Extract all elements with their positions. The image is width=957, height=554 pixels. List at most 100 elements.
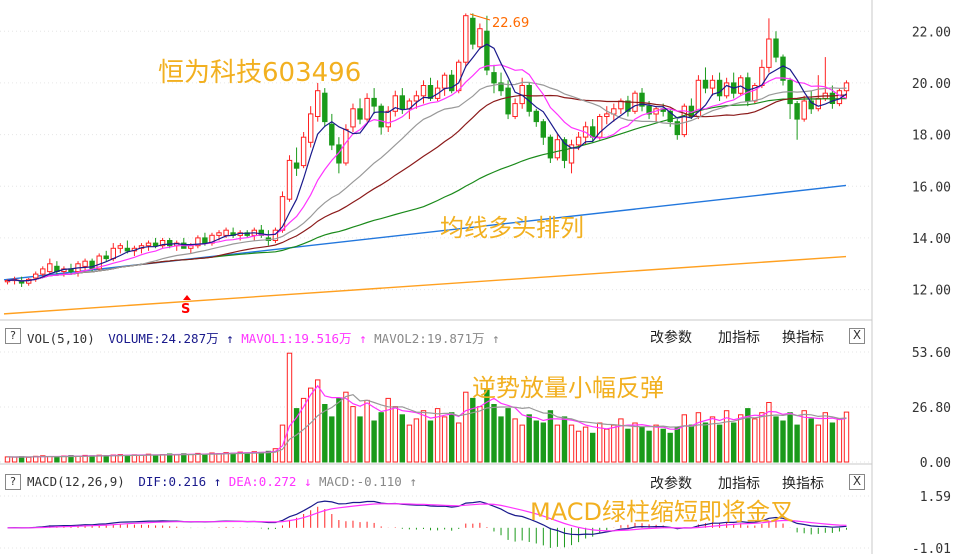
volume-bar [434,408,441,463]
volume-bar [357,416,363,463]
volume-bar [632,422,638,463]
volume-bar [364,399,370,463]
volume-bar [230,452,236,463]
volume-bar [329,416,335,463]
volume-bar [801,410,807,463]
vol-change-params-button[interactable]: 改参数 [650,330,692,346]
volume-bar [399,414,406,463]
candle-body [590,126,596,138]
macd-indicator-name: MACD(12,26,9) [27,474,125,489]
macd-lines [7,500,847,536]
candle-body [773,38,779,58]
volume-bar [611,424,617,463]
candle-body [40,268,46,275]
candle-body [512,103,518,117]
volume-bar [674,426,680,463]
candle-body [498,82,504,92]
macd-change-params-button[interactable]: 改参数 [650,476,692,492]
stock-annotation: 恒为科技603496 [158,58,362,88]
volume-tick-label: 0.00 [920,456,951,471]
dif-value: DIF:0.216 [138,474,207,489]
candle-body [89,260,95,270]
candle-body [336,144,342,164]
candle-body [202,237,208,244]
volume-bar [568,424,575,463]
volume-bar [251,451,258,463]
price-tick-label: 18.00 [912,129,951,144]
candle-body [625,100,631,112]
candle-body [526,85,532,112]
candle-body [709,79,716,89]
volume-bar [167,453,173,463]
volume-bar [202,453,208,463]
vol-add-indicator-button[interactable]: 加指标 [718,330,760,346]
price-tick-label: 22.00 [912,25,951,40]
volume-bar [258,451,265,463]
vol-swap-indicator-button[interactable]: 换指标 [782,330,824,346]
macd-close-button[interactable]: X [849,474,865,490]
candle-body [329,123,335,146]
macd-add-indicator-button[interactable]: 加指标 [718,476,760,492]
volume-bar [188,453,194,463]
volume-bar [526,414,532,463]
candle-body [505,87,511,115]
macd-help-button[interactable]: ? [5,474,21,490]
candle-body [322,92,328,123]
ma20-line [7,81,847,282]
volume-ma-lines [7,384,847,458]
arrow-down-icon: ↓ [303,474,312,489]
candle-body [378,105,384,128]
macd-swap-indicator-button[interactable]: 换指标 [782,476,824,492]
volume-bar [582,426,589,463]
macd-annotation: MACD绿柱缩短即将金叉 [530,498,794,526]
candle-body [18,281,25,284]
candle-body [815,97,821,110]
candle-body [597,116,603,138]
candle-body [308,113,314,143]
volume-bar [597,422,603,463]
candle-body [477,28,483,48]
volume-bar [843,411,850,463]
candle-body [364,97,370,120]
ma-short-lines [7,43,847,282]
vol-close-button[interactable]: X [849,328,865,344]
volume-bar [618,418,624,463]
volume-tick-label: 53.60 [912,346,951,361]
candle-body [604,113,610,118]
volume-bar [498,416,504,463]
volume-bar [343,391,349,463]
volume-bar [75,455,81,463]
dea-line [7,503,847,532]
volume-bar [766,402,772,463]
candle-body [371,97,377,107]
price-tick-label: 12.00 [912,284,951,299]
candle-body [110,247,116,260]
candle-body [392,95,399,112]
volume-bar [815,424,821,463]
ma250-line [3,255,847,315]
volume-bar [759,412,765,463]
volume-bar [40,455,46,463]
volume-bar [561,416,568,463]
candle-body [463,15,469,63]
volume-bar [738,414,744,463]
candle-body [441,74,448,89]
volume-bar [336,397,342,463]
vol-help-button[interactable]: ? [5,328,21,344]
volume-bar [392,406,399,463]
volume-annotation: 逆势放量小幅反弹 [472,374,664,402]
volume-bar [723,410,730,463]
vol-value: VOLUME:24.287万 [108,331,219,346]
candle-body [343,128,349,164]
volume-bar [512,418,518,463]
candle-body [449,74,455,92]
candle-body [385,110,391,128]
volume-bar [4,456,11,463]
candle-body [575,136,582,146]
volume-bar [103,455,109,463]
volume-bar [745,408,751,463]
ma30-line [7,94,847,282]
candle-body [780,56,786,81]
macd-tick-label: -1.01 [912,542,951,554]
